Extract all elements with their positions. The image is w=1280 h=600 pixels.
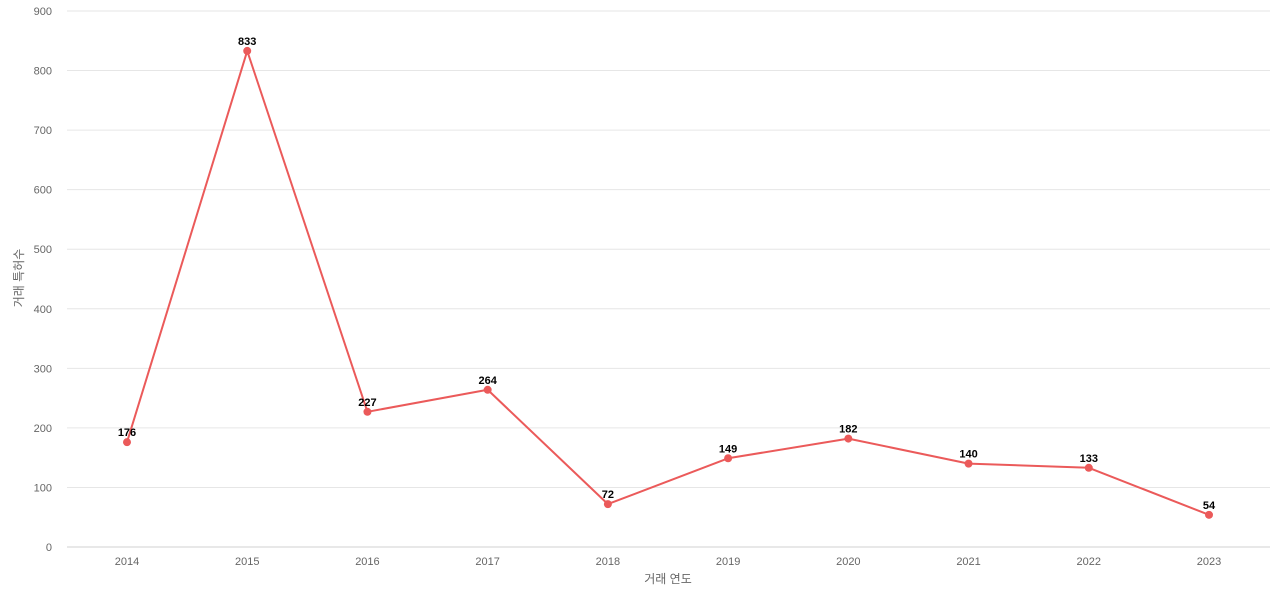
y-axis-ticks: 0 100 200 300 400 500 600 700 800 900 xyxy=(34,6,52,554)
data-point[interactable] xyxy=(964,459,973,468)
data-label: 833 xyxy=(238,36,256,48)
x-axis-title: 거래 연도 xyxy=(644,572,692,586)
y-tick-label: 100 xyxy=(34,482,52,494)
data-point[interactable] xyxy=(603,500,612,509)
x-tick-label: 2014 xyxy=(115,556,139,568)
y-tick-label: 600 xyxy=(34,185,52,197)
y-tick-label: 500 xyxy=(34,244,52,256)
data-label: 54 xyxy=(1203,500,1216,512)
data-point[interactable] xyxy=(483,385,492,394)
data-label: 227 xyxy=(358,397,376,409)
data-label: 133 xyxy=(1080,453,1098,465)
x-tick-label: 2016 xyxy=(355,556,379,568)
data-label: 149 xyxy=(719,443,737,455)
x-tick-label: 2021 xyxy=(956,556,980,568)
x-tick-label: 2015 xyxy=(235,556,259,568)
x-axis-ticks: 2014 2015 2016 2017 2018 2019 2020 2021 2022 2023 xyxy=(115,556,1221,568)
x-tick-label: 2018 xyxy=(596,556,620,568)
data-point[interactable] xyxy=(123,438,131,447)
x-tick-label: 2020 xyxy=(836,556,860,568)
x-tick-label: 2019 xyxy=(716,556,740,568)
y-tick-label: 0 xyxy=(46,542,52,554)
data-point[interactable] xyxy=(1084,463,1093,472)
x-tick-label: 2023 xyxy=(1197,556,1221,568)
data-label: 72 xyxy=(602,489,614,501)
data-point[interactable] xyxy=(844,434,853,443)
series-line xyxy=(126,49,1210,516)
x-tick-label: 2017 xyxy=(475,556,499,568)
data-point[interactable] xyxy=(363,407,372,416)
data-point[interactable] xyxy=(1205,510,1213,519)
y-axis-title: 거래 특허수 xyxy=(12,249,26,308)
data-point[interactable] xyxy=(724,454,733,463)
y-tick-label: 400 xyxy=(34,304,52,316)
data-point[interactable] xyxy=(243,46,252,55)
x-tick-label: 2022 xyxy=(1077,556,1101,568)
y-tick-label: 800 xyxy=(34,66,52,78)
data-label: 264 xyxy=(478,375,497,387)
y-tick-label: 200 xyxy=(34,423,52,435)
data-label: 182 xyxy=(839,424,857,436)
gridlines xyxy=(67,10,1270,548)
y-tick-label: 300 xyxy=(34,363,52,375)
y-tick-label: 700 xyxy=(34,125,52,137)
data-labels: 176 833 227 264 72 149 182 140 133 54 xyxy=(118,36,1216,512)
series-layer xyxy=(123,46,1213,519)
data-label: 176 xyxy=(118,427,136,439)
data-label: 140 xyxy=(959,449,977,461)
y-tick-label: 900 xyxy=(34,6,52,18)
